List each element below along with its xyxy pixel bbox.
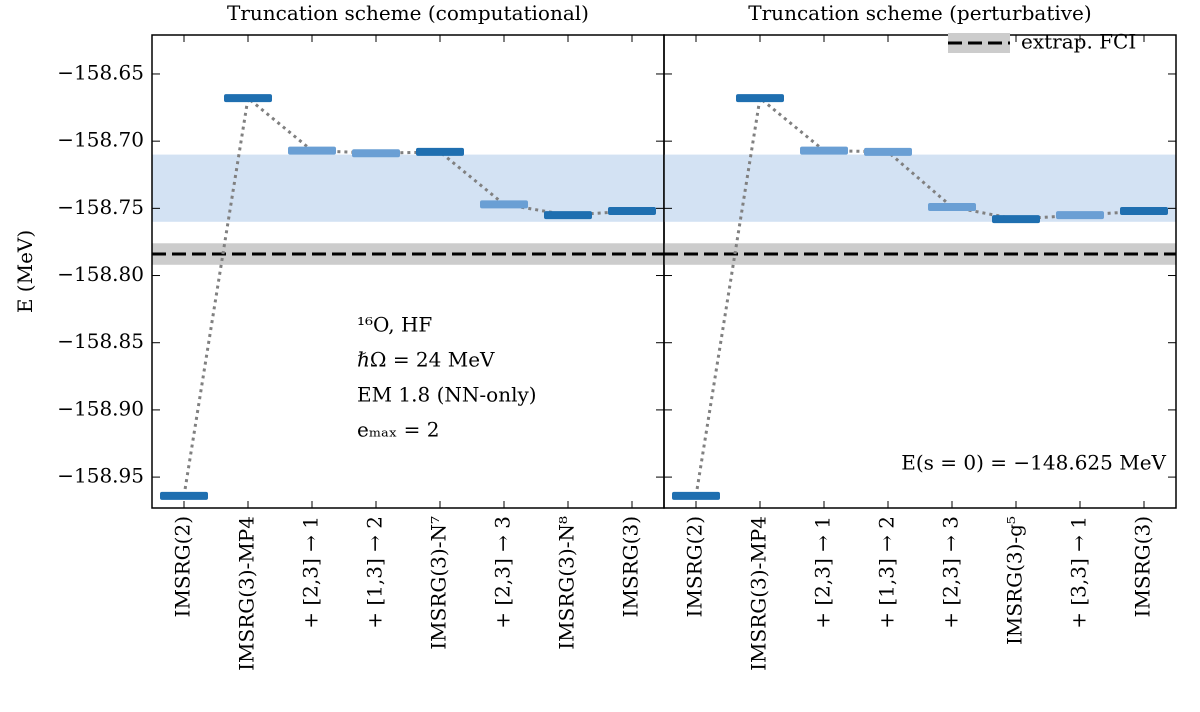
- x-tick-label: + [1,3] → 2: [875, 516, 899, 629]
- x-tick-label: + [3,3] → 1: [1067, 516, 1091, 629]
- y-tick-label: −158.85: [57, 329, 144, 353]
- axes-frame: [663, 34, 1177, 509]
- level-bar: [480, 200, 528, 209]
- level-bar: [224, 94, 272, 103]
- level-bar: [672, 491, 720, 500]
- x-tick-label: + [2,3] → 1: [299, 516, 323, 629]
- y-tick-label: −158.75: [57, 195, 144, 219]
- annotation: eₘₐₓ = 2: [357, 418, 440, 442]
- x-tick-label: IMSRG(3)-MP4: [747, 516, 771, 671]
- x-tick-label: IMSRG(2): [683, 516, 707, 617]
- level-bar: [416, 147, 464, 156]
- legend-label: extrap. FCI: [1021, 30, 1136, 54]
- annotation: E(s = 0) = −148.625 MeV: [901, 451, 1166, 475]
- level-bar: [160, 491, 208, 500]
- level-bar: [352, 149, 400, 158]
- annotation: EM 1.8 (NN-only): [357, 383, 537, 407]
- level-bar: [288, 146, 336, 155]
- level-bar: [928, 203, 976, 211]
- y-tick-label: −158.65: [57, 60, 144, 84]
- x-tick-label: IMSRG(3): [1131, 516, 1155, 617]
- x-tick-label: + [1,3] → 2: [363, 516, 387, 629]
- panel-title: Truncation scheme (perturbative): [748, 1, 1091, 25]
- level-bar: [736, 94, 784, 103]
- x-tick-label: IMSRG(2): [171, 516, 195, 617]
- uncertainty-band: [152, 154, 664, 222]
- reference-band: [152, 243, 664, 265]
- annotation: ℏΩ = 24 MeV: [357, 348, 495, 372]
- level-bar: [1056, 211, 1104, 220]
- level-bar: [992, 215, 1040, 224]
- reference-band: [664, 243, 1176, 265]
- panel: IMSRG(2) IMSRG(3)-MP4 + [2,3] → 1 + [1,3] →…: [13, 1, 665, 671]
- level-bar: [1120, 207, 1168, 216]
- x-tick-label: IMSRG(3)-g⁵: [1003, 516, 1027, 645]
- panel: IMSRG(2) IMSRG(3)-MP4 + [2,3] → 1 + [1,3] →…: [663, 1, 1177, 671]
- x-tick-label: + [2,3] → 3: [939, 516, 963, 629]
- level-bar: [544, 211, 592, 220]
- x-tick-label: IMSRG(3)-N⁸: [555, 516, 579, 650]
- level-bar: [608, 207, 656, 216]
- y-axis-label: E (MeV): [13, 230, 37, 313]
- annotation: ¹⁶O, HF: [357, 313, 432, 337]
- x-tick-label: IMSRG(3)-N⁷: [427, 516, 451, 650]
- y-tick-label: −158.90: [57, 396, 144, 420]
- y-tick-label: −158.95: [57, 464, 144, 488]
- panel-title: Truncation scheme (computational): [227, 1, 589, 25]
- level-bar: [864, 147, 912, 156]
- uncertainty-band: [664, 154, 1176, 222]
- x-tick-label: IMSRG(3): [619, 516, 643, 617]
- y-tick-label: −158.70: [57, 128, 144, 152]
- x-tick-label: IMSRG(3)-MP4: [235, 516, 259, 671]
- x-tick-label: + [2,3] → 3: [491, 516, 515, 629]
- y-tick-label: −158.80: [57, 262, 144, 286]
- level-bar: [800, 146, 848, 155]
- x-tick-label: + [2,3] → 1: [811, 516, 835, 629]
